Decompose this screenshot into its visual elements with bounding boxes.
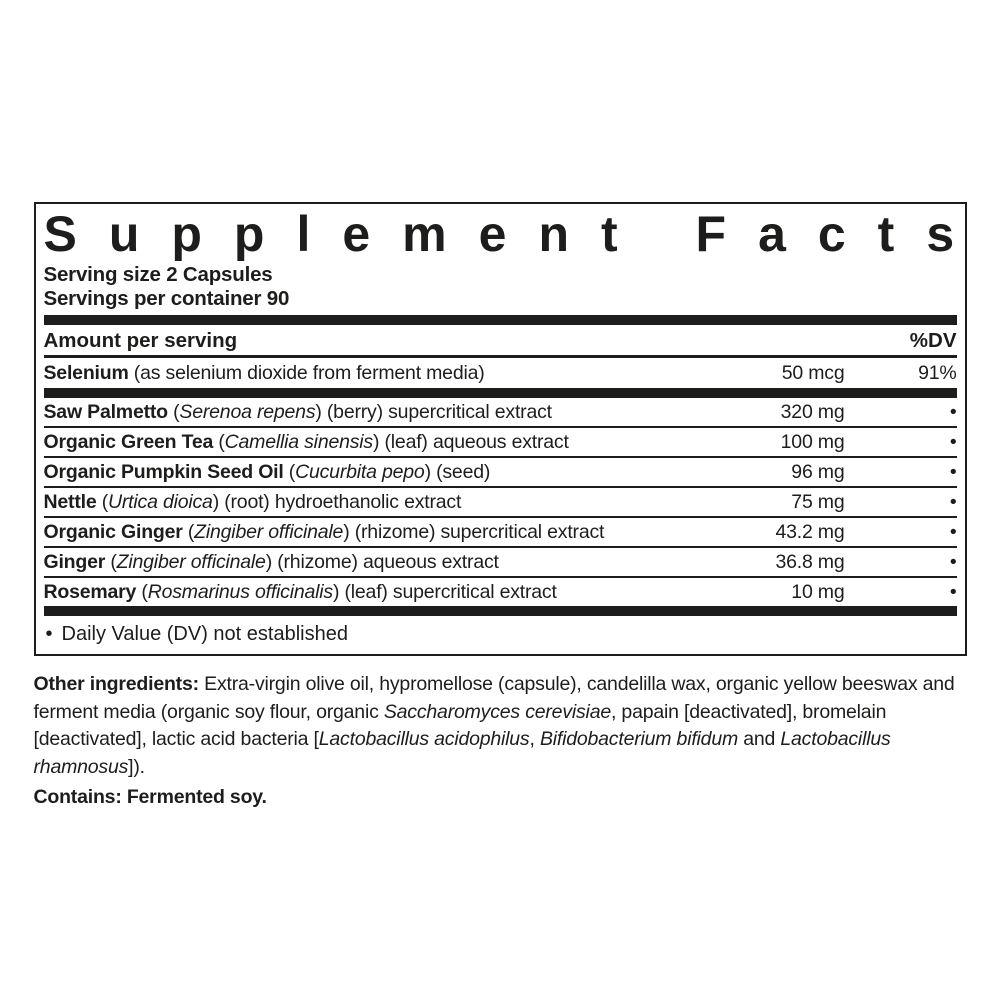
text-segment: ( xyxy=(136,580,148,603)
row-amount: 320 mg xyxy=(780,400,845,423)
text-segment: ]). xyxy=(128,755,145,778)
table-row: Organic Ginger (Zingiber officinale) (rh… xyxy=(43,516,957,546)
table-row: Nettle (Urtica dioica) (root) hydroethan… xyxy=(43,486,957,516)
row-name: Saw Palmetto (Serenoa repens) (berry) su… xyxy=(44,401,715,424)
text-segment: ) (rhizome) supercritical extract xyxy=(343,520,605,543)
row-dv: • xyxy=(949,460,957,483)
serving-size: Serving size 2 Capsules xyxy=(43,263,273,286)
row-name: Rosemary (Rosmarinus officinalis) (leaf)… xyxy=(44,581,715,604)
footnote-bullet: • xyxy=(45,623,53,645)
row-name: Ginger (Zingiber officinale) (rhizome) a… xyxy=(44,551,715,574)
text-segment: and xyxy=(738,728,781,750)
text-segment: ( xyxy=(213,430,225,453)
text-segment: Urtica dioica xyxy=(108,490,213,513)
row-amount: 50 mcg xyxy=(781,361,845,384)
text-segment: Zingiber officinale xyxy=(194,520,344,543)
text-segment: Organic Pumpkin Seed Oil xyxy=(43,460,284,483)
footnote-text: Daily Value (DV) not established xyxy=(61,623,348,645)
text-segment: , xyxy=(529,728,540,750)
supplement-facts-panel: Supplement Facts Serving size 2 Capsules… xyxy=(33,202,967,656)
contains-line: Contains: Fermented soy. xyxy=(34,784,967,812)
text-segment: ) (berry) supercritical extract xyxy=(315,400,552,423)
row-dv: • xyxy=(949,400,957,423)
thick-rule-top xyxy=(43,315,957,325)
table-row: Ginger (Zingiber officinale) (rhizome) a… xyxy=(43,546,957,576)
text-segment: Selenium xyxy=(43,361,129,384)
column-header-row: Amount per serving %DV xyxy=(43,325,957,358)
footnote: • Daily Value (DV) not established xyxy=(44,616,957,649)
text-segment: Saw Palmetto xyxy=(43,400,169,423)
text-segment: Zingiber officinale xyxy=(116,550,266,573)
table-row: Saw Palmetto (Serenoa repens) (berry) su… xyxy=(44,398,957,426)
servings-per-container: Servings per container 90 xyxy=(43,287,290,310)
text-segment: Other ingredients: xyxy=(33,673,205,695)
text-segment: ) (rhizome) aqueous extract xyxy=(265,550,499,573)
text-segment: Nettle xyxy=(43,490,97,513)
percent-dv-header: %DV xyxy=(909,329,957,352)
row-name: Organic Pumpkin Seed Oil (Cucurbita pepo… xyxy=(44,461,715,484)
text-segment: ( xyxy=(167,400,180,423)
text-segment: ( xyxy=(182,520,195,543)
text-segment: Ginger xyxy=(43,550,106,573)
text-segment: Contains: Fermented soy. xyxy=(33,786,267,808)
row-amount: 100 mg xyxy=(780,430,845,453)
text-segment: Extra-virgin olive oil, hypromellose (ca… xyxy=(33,673,955,723)
row-name: Selenium (as selenium dioxide from ferme… xyxy=(44,362,715,385)
row-name: Organic Green Tea (Camellia sinensis) (l… xyxy=(44,431,715,454)
table-row: Organic Green Tea (Camellia sinensis) (l… xyxy=(43,426,957,456)
text-segment: ) (root) hydroethanolic extract xyxy=(212,490,462,513)
text-segment: , papain [deactivated], bromelain [deact… xyxy=(33,700,887,751)
row-dv: 91% xyxy=(918,361,957,384)
text-segment: Rosmarinus officinalis xyxy=(147,580,333,603)
label-content: Supplement Facts Serving size 2 Capsules… xyxy=(33,0,967,812)
row-dv: • xyxy=(949,580,957,603)
row-amount: 10 mg xyxy=(791,580,845,603)
text-segment: ( xyxy=(283,460,296,483)
text-segment: Serenoa repens xyxy=(179,400,316,423)
text-segment: Lactobacillus rhamnosus xyxy=(33,728,891,778)
row-dv: • xyxy=(949,430,957,453)
text-segment: Lactobacillus acidophilus xyxy=(318,728,530,750)
row-dv: • xyxy=(949,490,957,513)
text-segment: ( xyxy=(105,550,117,573)
text-segment: ) (leaf) supercritical extract xyxy=(332,580,557,603)
text-segment: Saccharomyces cerevisiae xyxy=(383,700,611,723)
row-amount: 43.2 mg xyxy=(775,520,845,543)
text-segment: Organic Ginger xyxy=(43,520,183,543)
thick-rule-bottom xyxy=(43,606,957,616)
text-segment: Cucurbita pepo xyxy=(295,460,425,483)
selenium-row: Selenium (as selenium dioxide from ferme… xyxy=(44,358,957,388)
row-name: Organic Ginger (Zingiber officinale) (rh… xyxy=(44,521,715,544)
row-name: Nettle (Urtica dioica) (root) hydroethan… xyxy=(44,491,715,514)
text-segment: ) (leaf) aqueous extract xyxy=(372,430,569,453)
text-segment: Camellia sinensis xyxy=(224,430,374,453)
row-amount: 96 mg xyxy=(791,460,845,483)
amount-per-serving-header: Amount per serving xyxy=(43,329,238,352)
table-row: Organic Pumpkin Seed Oil (Cucurbita pepo… xyxy=(43,456,957,486)
text-segment: Bifidobacterium bifidum xyxy=(539,728,739,750)
row-amount: 75 mg xyxy=(791,490,845,513)
ingredient-rows: Saw Palmetto (Serenoa repens) (berry) su… xyxy=(43,398,957,606)
table-row: Rosemary (Rosmarinus officinalis) (leaf)… xyxy=(43,576,957,606)
thick-rule-middle xyxy=(43,388,957,398)
text-segment: (as selenium dioxide from ferment media) xyxy=(128,361,485,384)
other-ingredients-paragraph: Other ingredients: Extra-virgin olive oi… xyxy=(34,671,967,781)
row-dv: • xyxy=(949,520,957,543)
text-segment: ) (seed) xyxy=(424,460,491,483)
text-segment: Rosemary xyxy=(43,580,137,603)
text-segment: Organic Green Tea xyxy=(43,430,214,453)
panel-title: Supplement Facts xyxy=(43,207,957,261)
row-dv: • xyxy=(949,550,957,573)
text-segment: ( xyxy=(96,490,109,513)
row-amount: 36.8 mg xyxy=(775,550,845,573)
